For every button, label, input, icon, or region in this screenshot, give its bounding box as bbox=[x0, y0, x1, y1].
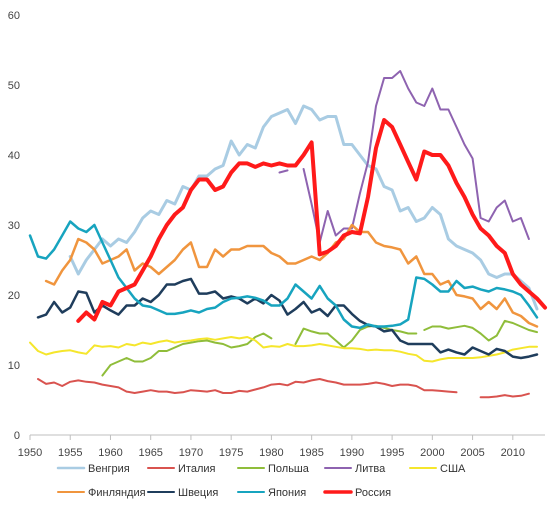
series-line bbox=[68, 104, 539, 311]
y-tick-label: 50 bbox=[8, 80, 20, 92]
x-tick-label: 1980 bbox=[259, 447, 283, 459]
x-tick-label: 2010 bbox=[501, 447, 525, 459]
legend-label: Швеция bbox=[178, 487, 218, 499]
y-tick-label: 20 bbox=[8, 290, 20, 302]
series-line bbox=[278, 70, 530, 244]
legend-label: Венгрия bbox=[88, 463, 130, 475]
x-tick-label: 2005 bbox=[460, 447, 484, 459]
x-tick-label: 1985 bbox=[299, 447, 323, 459]
x-tick-label: 1965 bbox=[138, 447, 162, 459]
x-tick-label: 1970 bbox=[179, 447, 203, 459]
legend-label: Финляндия bbox=[88, 487, 146, 499]
x-tick-label: 1990 bbox=[340, 447, 364, 459]
x-tick-label: 1995 bbox=[380, 447, 404, 459]
x-tick-label: 1960 bbox=[98, 447, 122, 459]
x-tick-label: 1950 bbox=[18, 447, 42, 459]
y-tick-label: 30 bbox=[8, 220, 20, 232]
y-axis-ticks: 0 10 20 30 40 50 60 bbox=[8, 10, 20, 442]
series-line bbox=[29, 336, 538, 363]
legend-label: Италия bbox=[178, 463, 216, 475]
series-lines bbox=[28, 70, 547, 399]
x-tick-label: 2000 bbox=[420, 447, 444, 459]
x-tick-label: 1955 bbox=[58, 447, 82, 459]
series-line bbox=[36, 277, 539, 360]
y-tick-label: 60 bbox=[8, 10, 20, 22]
series-line bbox=[28, 220, 539, 330]
y-tick-label: 40 bbox=[8, 150, 20, 162]
y-tick-label: 10 bbox=[8, 360, 20, 372]
legend-label: Россия bbox=[355, 487, 391, 499]
legend: Венгрия Италия Польша Литва США Финляндия Швец… bbox=[56, 463, 466, 499]
series-line bbox=[101, 319, 538, 377]
x-tick-label: 1975 bbox=[219, 447, 243, 459]
y-tick-label: 0 bbox=[14, 430, 20, 442]
series-line bbox=[44, 223, 539, 328]
legend-label: Япония bbox=[268, 487, 306, 499]
series-line bbox=[37, 378, 530, 399]
series-line bbox=[76, 118, 547, 323]
legend-label: США bbox=[440, 463, 466, 475]
legend-label: Польша bbox=[268, 463, 310, 475]
legend-label: Литва bbox=[355, 463, 386, 475]
x-axis: 1950 1955 1960 1965 1970 1975 1980 1985 1990 1995… bbox=[18, 434, 545, 459]
